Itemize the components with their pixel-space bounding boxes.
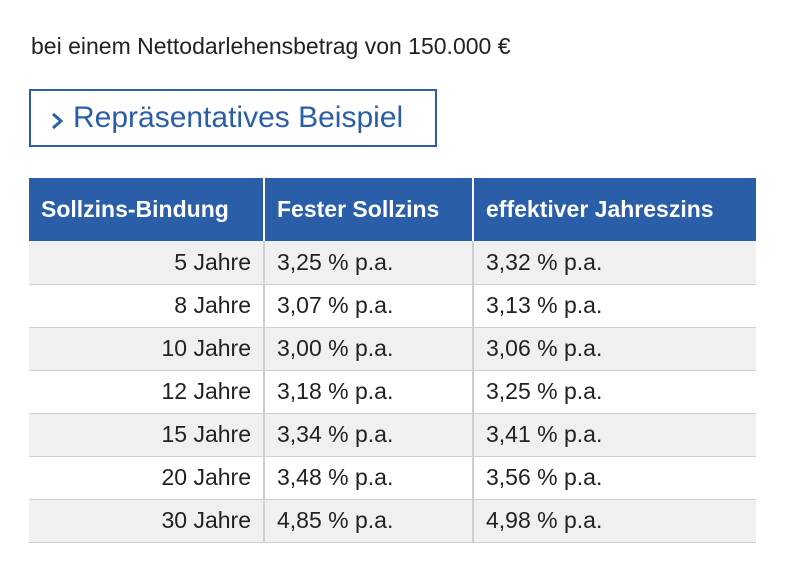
table-row: 8 Jahre 3,07 % p.a. 3,13 % p.a. [29,284,756,328]
table-row: 30 Jahre 4,85 % p.a. 4,98 % p.a. [29,499,756,543]
header-sollzins-bindung: Sollzins-Bindung [29,178,264,241]
cell-fixed-rate: 3,34 % p.a. [263,413,473,457]
table-row: 12 Jahre 3,18 % p.a. 3,25 % p.a. [29,370,756,414]
cell-term: 8 Jahre [29,284,264,328]
cell-term: 12 Jahre [29,370,264,414]
cell-effective-rate: 4,98 % p.a. [472,499,756,543]
cell-fixed-rate: 4,85 % p.a. [263,499,473,543]
loan-amount-text: bei einem Nettodarlehensbetrag von 150.0… [31,33,511,59]
cell-fixed-rate: 3,07 % p.a. [263,284,473,328]
cell-term: 15 Jahre [29,413,264,457]
table-header-row: Sollzins-Bindung Fester Sollzins effekti… [29,178,756,241]
cell-fixed-rate: 3,48 % p.a. [263,456,473,500]
cell-fixed-rate: 3,00 % p.a. [263,327,473,371]
cell-effective-rate: 3,41 % p.a. [472,413,756,457]
cell-effective-rate: 3,25 % p.a. [472,370,756,414]
cell-effective-rate: 3,13 % p.a. [472,284,756,328]
cell-fixed-rate: 3,25 % p.a. [263,241,473,285]
cell-effective-rate: 3,06 % p.a. [472,327,756,371]
representative-example-label: Repräsentatives Beispiel [73,101,404,134]
chevron-right-icon [49,110,65,132]
cell-term: 20 Jahre [29,456,264,500]
cell-fixed-rate: 3,18 % p.a. [263,370,473,414]
table-row: 5 Jahre 3,25 % p.a. 3,32 % p.a. [29,241,756,285]
cell-effective-rate: 3,56 % p.a. [472,456,756,500]
cell-term: 10 Jahre [29,327,264,371]
cell-effective-rate: 3,32 % p.a. [472,241,756,285]
table-row: 10 Jahre 3,00 % p.a. 3,06 % p.a. [29,327,756,371]
interest-rate-table: Sollzins-Bindung Fester Sollzins effekti… [29,178,756,543]
cell-term: 30 Jahre [29,499,264,543]
representative-example-button[interactable]: Repräsentatives Beispiel [29,89,437,147]
table-row: 20 Jahre 3,48 % p.a. 3,56 % p.a. [29,456,756,500]
header-effektiver-jahreszins: effektiver Jahreszins [472,178,756,241]
table-row: 15 Jahre 3,34 % p.a. 3,41 % p.a. [29,413,756,457]
cell-term: 5 Jahre [29,241,264,285]
header-fester-sollzins: Fester Sollzins [263,178,473,241]
